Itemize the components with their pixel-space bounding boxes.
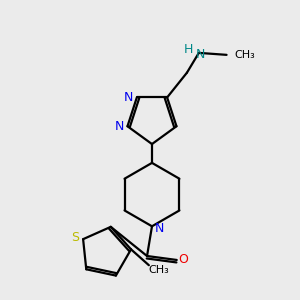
Text: O: O: [179, 254, 189, 266]
Text: N: N: [196, 48, 206, 62]
Text: N: N: [115, 120, 124, 133]
Text: CH₃: CH₃: [148, 265, 169, 275]
Text: CH₃: CH₃: [234, 50, 255, 60]
Text: S: S: [71, 231, 79, 244]
Text: N: N: [124, 91, 134, 104]
Text: N: N: [155, 222, 165, 235]
Text: H: H: [184, 44, 194, 56]
